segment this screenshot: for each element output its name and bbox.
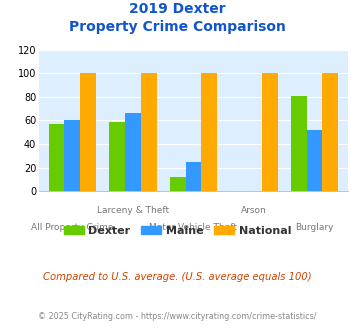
Text: Burglary: Burglary xyxy=(295,223,334,232)
Bar xyxy=(49,124,65,191)
Text: © 2025 CityRating.com - https://www.cityrating.com/crime-statistics/: © 2025 CityRating.com - https://www.city… xyxy=(38,312,317,321)
Bar xyxy=(322,73,338,191)
Bar xyxy=(141,73,157,191)
Bar xyxy=(291,96,307,191)
Bar xyxy=(80,73,96,191)
Bar xyxy=(65,120,80,191)
Bar xyxy=(201,73,217,191)
Legend: Dexter, Maine, National: Dexter, Maine, National xyxy=(59,221,296,240)
Text: Larceny & Theft: Larceny & Theft xyxy=(97,206,169,215)
Text: Arson: Arson xyxy=(241,206,267,215)
Text: Property Crime Comparison: Property Crime Comparison xyxy=(69,20,286,34)
Bar xyxy=(125,114,141,191)
Bar xyxy=(186,162,201,191)
Text: All Property Crime: All Property Crime xyxy=(31,223,114,232)
Bar xyxy=(262,73,278,191)
Bar xyxy=(307,130,322,191)
Text: Compared to U.S. average. (U.S. average equals 100): Compared to U.S. average. (U.S. average … xyxy=(43,272,312,282)
Text: Motor Vehicle Theft: Motor Vehicle Theft xyxy=(149,223,237,232)
Bar xyxy=(109,122,125,191)
Bar xyxy=(170,177,186,191)
Text: 2019 Dexter: 2019 Dexter xyxy=(129,2,226,16)
